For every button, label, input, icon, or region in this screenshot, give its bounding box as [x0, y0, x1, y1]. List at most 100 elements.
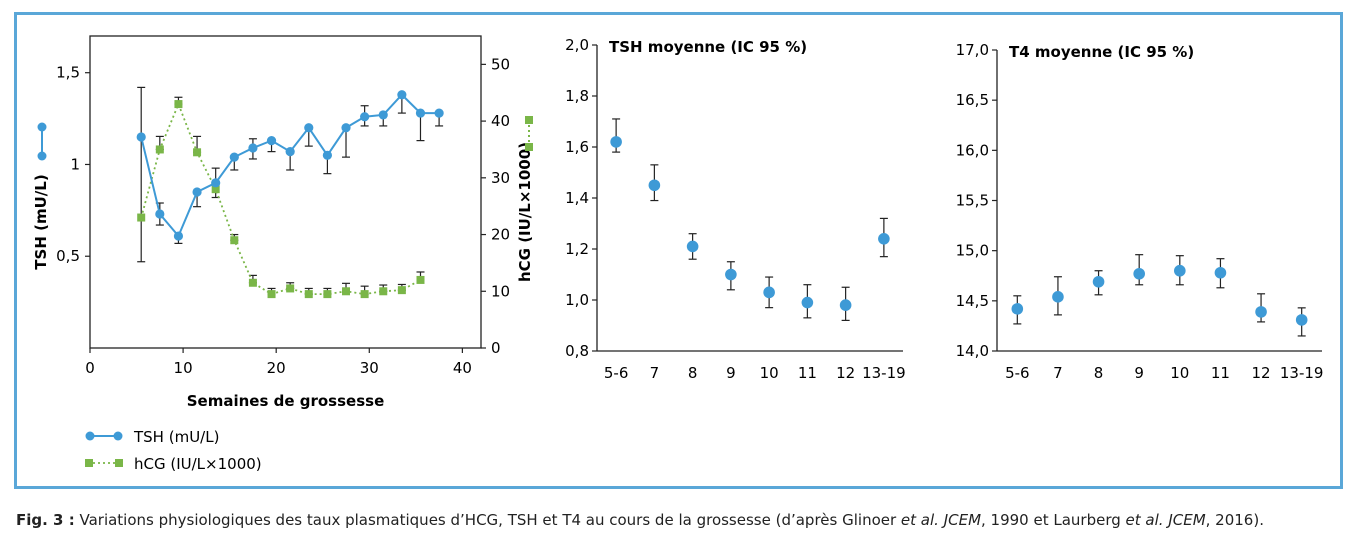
y2-axis-legend-marker — [525, 116, 533, 124]
tsh-mean-y-tick-label: 1,4 — [565, 189, 589, 207]
legend-hcg-marker — [115, 459, 123, 467]
legend-tsh-marker — [85, 431, 95, 441]
hcg-data-point — [397, 286, 406, 295]
hcg-data-point — [342, 287, 351, 296]
tsh-data-point — [266, 136, 277, 146]
y2-axis-legend-marker — [525, 143, 533, 151]
y2-tick-label: 50 — [491, 55, 510, 73]
t4-mean-y-tick-label: 15,0 — [956, 242, 989, 260]
tsh-data-point — [248, 143, 258, 153]
tsh-mean-data-point — [610, 136, 622, 148]
tsh-mean-x-tick-label: 10 — [760, 364, 779, 382]
legend-hcg-marker — [85, 459, 93, 467]
t4-mean-data-point — [1092, 275, 1105, 288]
t4-mean-title: T4 moyenne (IC 95 %) — [1009, 43, 1194, 61]
t4-mean-x-tick-label: 10 — [1170, 364, 1189, 382]
t4-mean-x-tick-label: 8 — [1094, 364, 1104, 382]
tsh-mean-x-tick-label: 7 — [650, 364, 660, 382]
y-axis-legend-marker — [37, 151, 47, 161]
hcg-data-point — [193, 148, 202, 157]
y2-axis-label: hCG (IU/L×1000) — [516, 142, 534, 282]
y-axis-legend-marker — [37, 122, 47, 132]
legend-hcg-label: hCG (IU/L×1000) — [134, 455, 262, 473]
tsh-mean-x-tick-label: 13-19 — [862, 364, 906, 382]
x-tick-label: 10 — [174, 359, 193, 377]
hcg-data-point — [248, 278, 257, 287]
tsh-mean-y-tick-label: 1,6 — [565, 138, 589, 156]
y-tick-label: 1 — [70, 155, 80, 173]
tsh-data-point — [229, 152, 239, 162]
hcg-data-point — [360, 290, 369, 299]
hcg-data-point — [211, 185, 220, 194]
hcg-data-point — [137, 213, 146, 222]
tsh-data-point — [304, 123, 314, 133]
figure-frame — [14, 12, 1343, 489]
caption-text-3: , 2016). — [1205, 511, 1264, 529]
figure-charts: 0 10 20 30 40 0,5 1 1,5 0 10 20 30 40 50 Semaines de g… — [32, 35, 1324, 473]
t4-mean-data-point — [1295, 314, 1308, 326]
tsh-data-point — [173, 231, 184, 241]
tsh-data-point — [136, 132, 146, 142]
legend-tsh-marker — [113, 431, 123, 441]
tsh-mean-y-tick-label: 0,8 — [565, 342, 589, 360]
tsh-data-point — [397, 90, 407, 100]
tsh-data-point — [322, 150, 332, 160]
tsh-data-point — [378, 110, 388, 120]
hcg-data-point — [323, 290, 332, 299]
t4-mean-y-tick-label: 16,0 — [956, 141, 989, 159]
hcg-data-point — [379, 287, 388, 296]
tsh-data-point — [434, 108, 444, 118]
y2-tick-label: 30 — [491, 169, 510, 187]
tsh-mean-x-tick-label: 8 — [688, 364, 698, 382]
hcg-data-point — [286, 284, 295, 293]
t4-mean-data-point — [1011, 303, 1024, 315]
tsh-mean-x-tick-label: 9 — [726, 364, 736, 382]
t4-mean-y-tick-label: 14,0 — [956, 342, 989, 360]
t4-mean-x-tick-label: 12 — [1252, 364, 1271, 382]
tsh-mean-x-tick-label: 11 — [798, 364, 817, 382]
t4-mean-y-tick-label: 15,5 — [956, 192, 989, 210]
legend-tsh-label: TSH (mU/L) — [133, 428, 219, 446]
hcg-data-point — [416, 275, 425, 284]
caption-citation-1: et al. JCEM — [900, 511, 982, 529]
hcg-series-line — [140, 101, 421, 296]
t4-mean-data-point — [1255, 306, 1267, 318]
y-tick-label: 1,5 — [56, 64, 80, 82]
hcg-data-point — [155, 145, 164, 154]
tsh-data-point — [341, 123, 351, 133]
tsh-mean-x-tick-label: 12 — [836, 364, 855, 382]
t4-mean-x-tick-label: 13-19 — [1280, 364, 1324, 382]
tsh-data-point — [285, 147, 295, 157]
tsh-data-point — [211, 178, 221, 188]
y2-tick-label: 0 — [491, 339, 501, 357]
caption-text-2: , 1990 et Laurberg — [981, 511, 1126, 529]
tsh-mean-data-point — [763, 286, 775, 299]
t4-mean-y-tick-label: 17,0 — [956, 41, 989, 59]
t4-mean-data-point — [1133, 267, 1145, 280]
tsh-mean-y-tick-label: 1,2 — [565, 240, 589, 258]
t4-mean-data-point — [1052, 291, 1064, 303]
tsh-mean-data-point — [725, 268, 737, 281]
t4-mean-data-point — [1214, 266, 1227, 279]
caption-label: Fig. 3 : — [16, 511, 75, 529]
hcg-data-point — [174, 100, 183, 109]
tsh-mean-y-tick-label: 1,8 — [565, 87, 589, 105]
x-tick-label: 40 — [453, 359, 472, 377]
t4-mean-data-point — [1174, 264, 1186, 277]
tsh-mean-data-point — [648, 179, 661, 192]
y2-tick-label: 40 — [491, 112, 510, 130]
t4-mean-x-tick-label: 7 — [1053, 364, 1063, 382]
t4-mean-x-tick-label: 9 — [1134, 364, 1144, 382]
tsh-data-point — [360, 112, 370, 122]
tsh-mean-x-tick-label: 5-6 — [604, 364, 629, 382]
t4-mean-x-tick-label: 11 — [1211, 364, 1230, 382]
t4-mean-y-tick-label: 16,5 — [956, 91, 989, 109]
t4-mean-y-tick-label: 14,5 — [956, 292, 989, 310]
tsh-data-point — [192, 187, 202, 197]
x-tick-label: 30 — [360, 359, 379, 377]
x-tick-label: 20 — [267, 359, 286, 377]
caption-text-1: Variations physiologiques des taux plasm… — [74, 511, 901, 529]
tsh-mean-y-tick-label: 1,0 — [565, 291, 589, 309]
tsh-mean-y-tick-label: 2,0 — [565, 36, 589, 54]
x-tick-label: 0 — [85, 359, 95, 377]
